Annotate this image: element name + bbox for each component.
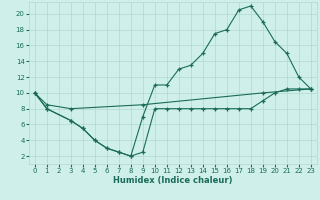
X-axis label: Humidex (Indice chaleur): Humidex (Indice chaleur) [113,176,233,185]
